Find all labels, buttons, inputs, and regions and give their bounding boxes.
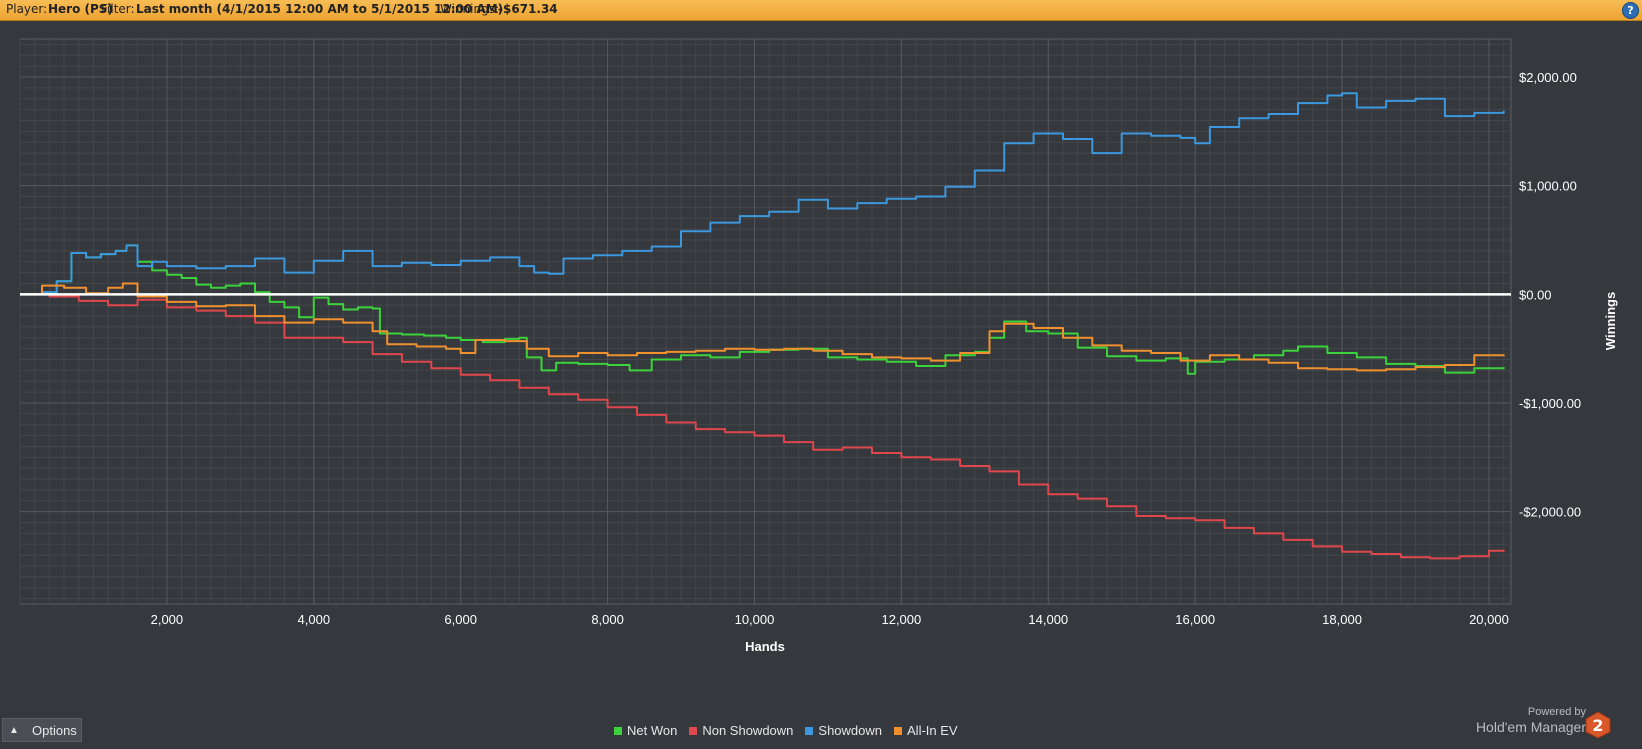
legend-label: Showdown <box>818 723 883 738</box>
filter-label: Filter: <box>101 2 135 16</box>
legend-swatch <box>805 727 814 735</box>
series-line-showdown <box>20 92 1505 296</box>
x-tick-label: 20,000 <box>1469 612 1509 627</box>
series-layer <box>20 92 1505 560</box>
legend-item[interactable]: All-In EV <box>894 723 958 738</box>
x-tick-label: 6,000 <box>444 612 477 627</box>
brand-name: Hold'em Manager <box>1475 719 1586 735</box>
chart-legend: Net Won Non Showdown Showdown All-In EV <box>614 723 970 739</box>
plot-area <box>19 38 1512 605</box>
chevron-up-icon: ▲ <box>9 725 19 736</box>
winnings-line-chart: 2,000 4,000 6,000 8,000 10,000 12,000 14,000 16… <box>19 38 1618 654</box>
x-axis-title: Hands <box>745 639 785 654</box>
x-tick-label: 16,000 <box>1175 612 1215 627</box>
x-tick-label: 8,000 <box>591 612 624 627</box>
legend-label: Net Won <box>627 723 678 738</box>
options-label: Options <box>32 723 77 738</box>
winnings-label: Winnings: <box>440 2 499 16</box>
player-value: Hero (PS) <box>48 2 113 16</box>
x-tick-label: 2,000 <box>151 612 184 627</box>
y-tick-label: -$1,000.00 <box>1519 396 1581 411</box>
help-icon[interactable]: ? <box>1622 2 1639 19</box>
legend-swatch <box>689 727 698 735</box>
x-tick-label: 18,000 <box>1322 612 1362 627</box>
options-button[interactable]: ▲ Options <box>2 718 82 742</box>
x-tick-label: 4,000 <box>298 612 331 627</box>
powered-by-text: Powered by <box>1527 706 1586 718</box>
player-label: Player: <box>6 2 48 16</box>
series-line-non-showdown <box>20 293 1505 560</box>
x-tick-label: 12,000 <box>881 612 921 627</box>
filter-value: Last month (4/1/2015 12:00 AM to 5/1/201… <box>136 2 504 16</box>
legend-item[interactable]: Net Won <box>614 723 677 738</box>
y-tick-label: -$2,000.00 <box>1519 505 1581 520</box>
filter-header-bar: Player: Hero (PS) Filter: Last month (4/… <box>0 0 1642 21</box>
x-tick-label: 14,000 <box>1028 612 1068 627</box>
series-line-all-in-ev <box>20 282 1505 372</box>
legend-item[interactable]: Non Showdown <box>689 723 793 738</box>
y-tick-label: $2,000.00 <box>1519 70 1577 85</box>
y-tick-label: $1,000.00 <box>1519 179 1577 194</box>
y-tick-labels: $2,000.00 $1,000.00 $0.00 -$1,000.00 -$2,000… <box>1519 70 1581 520</box>
legend-label: Non Showdown <box>702 723 794 738</box>
logo-badge-text: 2 <box>1592 716 1603 735</box>
powered-by: Powered by Hold'em Manager <box>1476 706 1586 735</box>
legend-swatch <box>894 727 903 735</box>
legend-label: All-In EV <box>907 723 958 738</box>
series-line-net-won <box>20 244 1505 375</box>
legend-swatch <box>614 727 622 735</box>
winnings-value: -$671.34 <box>498 2 558 16</box>
legend-item[interactable]: Showdown <box>805 723 882 738</box>
hem2-logo-icon: 2 <box>1585 711 1611 739</box>
y-tick-label: $0.00 <box>1519 287 1552 302</box>
x-tick-label: 10,000 <box>735 612 775 627</box>
y-axis-title: Winnings <box>1603 292 1618 350</box>
x-tick-labels: 2,000 4,000 6,000 8,000 10,000 12,000 14,000 16… <box>151 612 1509 627</box>
